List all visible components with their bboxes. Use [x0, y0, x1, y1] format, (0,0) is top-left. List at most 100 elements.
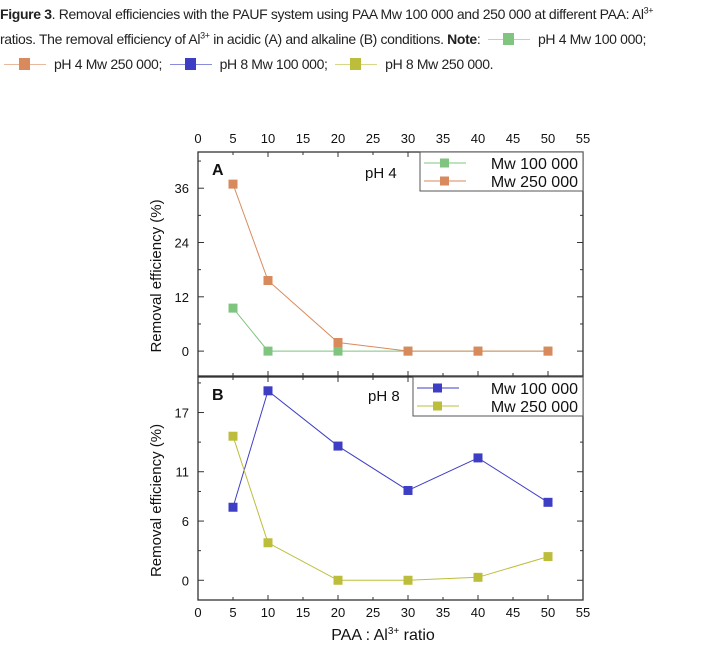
superscript: 3+	[200, 30, 210, 41]
y-tick-label: 17	[175, 406, 189, 421]
x-tick-label: 0	[194, 131, 201, 146]
data-point	[333, 346, 343, 356]
panel-annotation: pH 4	[365, 165, 397, 182]
caption-text: . Removal efficiencies with the PAUF sys…	[51, 6, 644, 22]
plot-frame	[197, 151, 584, 377]
y-tick-label: 12	[175, 290, 189, 305]
x-tick-label: 35	[436, 131, 450, 146]
legend-swatch-icon	[487, 33, 530, 45]
data-point	[543, 552, 553, 562]
superscript: 3+	[643, 5, 654, 16]
x-tick-label: 45	[506, 131, 520, 146]
legend-swatch-icon	[4, 58, 46, 70]
x-tick-label: 15	[296, 605, 310, 620]
y-tick-label: 36	[175, 181, 189, 196]
series-line	[232, 389, 549, 508]
data-point	[228, 431, 238, 441]
series-mw-100-000	[228, 303, 553, 356]
data-point	[228, 179, 238, 189]
x-tick-label: 20	[331, 131, 345, 146]
note-label: Note	[447, 31, 477, 47]
caption-legend-label: pH 4 Mw 250 000;	[54, 56, 163, 72]
x-tick-label: 25	[366, 131, 380, 146]
data-point	[403, 575, 413, 585]
caption-line-2: ratios. The removal efficiency of Al3+ i…	[0, 27, 722, 52]
data-point	[263, 386, 273, 396]
caption-legend-label: pH 8 Mw 100 000;	[219, 56, 328, 72]
data-point	[263, 538, 273, 548]
legend-label: Mw 250 000	[491, 174, 578, 191]
legend-swatch-icon	[169, 58, 212, 70]
panel-a: 0 5 10 15 20 25 30 35 40 45 50 55 0 12 24 36 Removal eff…	[148, 131, 590, 377]
y-tick-label: 11	[176, 465, 190, 480]
panel-letter: A	[212, 162, 224, 179]
data-point	[473, 572, 483, 582]
legend-swatch-icon	[335, 58, 378, 70]
x-tick-label: 50	[541, 605, 555, 620]
x-tick-label: 30	[401, 131, 415, 146]
x-tick-label: 35	[436, 605, 450, 620]
x-tick-label: 10	[261, 131, 275, 146]
x-tick-label: 20	[331, 605, 345, 620]
series-mw-250-000	[228, 431, 553, 585]
legend-marker	[440, 176, 449, 186]
data-point	[333, 338, 343, 348]
legend-marker	[433, 401, 442, 411]
data-point	[543, 497, 553, 507]
x-tick-label: 55	[576, 605, 590, 620]
x-tick-label: 40	[471, 605, 485, 620]
caption-legend-label: pH 8 Mw 250 000.	[385, 56, 494, 72]
series-mw-100-000	[228, 386, 553, 512]
data-point	[333, 575, 343, 585]
legend-label: Mw 250 000	[491, 399, 578, 416]
series-line	[232, 436, 549, 581]
caption-line-1: Figure 3. Removal efficiencies with the …	[0, 2, 722, 27]
figure-label: Figure 3	[0, 6, 52, 22]
caption-legend-label: pH 4 Mw 100 000;	[537, 31, 646, 47]
data-point	[333, 441, 343, 451]
legend-label: Mw 100 000	[491, 381, 578, 398]
y-tick-label: 24	[175, 236, 189, 251]
y-axis-label: Removal efficiency (%)	[148, 424, 165, 577]
legend-marker	[440, 158, 449, 168]
y-tick-label: 6	[182, 514, 189, 529]
x-tick-label: 15	[296, 131, 310, 146]
panel-b: 0 5 10 15 20 25 30 35 40 45 50 55 0 6 11 17 Removal effi…	[148, 376, 590, 644]
x-tick-label: 50	[541, 131, 555, 146]
data-point	[473, 453, 483, 463]
panel-annotation: pH 8	[368, 388, 400, 405]
x-tick-label: 40	[471, 131, 485, 146]
legend-label: Mw 100 000	[491, 156, 578, 173]
series-line	[232, 307, 548, 352]
x-axis-label: PAA : Al3+ ratio	[331, 626, 435, 644]
data-point	[403, 346, 413, 356]
x-tick-label: 30	[401, 605, 415, 620]
x-tick-label: 5	[229, 131, 236, 146]
plot-frame	[197, 376, 584, 601]
data-point	[228, 303, 238, 313]
caption-text: in acidic (A) and alkaline (B) condition…	[209, 31, 448, 47]
caption-text: ratios. The removal efficiency of Al	[0, 31, 201, 47]
x-tick-label: 45	[506, 605, 520, 620]
series-line	[232, 183, 548, 352]
y-tick-label: 0	[182, 573, 189, 588]
data-point	[403, 485, 413, 495]
figure-caption: Figure 3. Removal efficiencies with the …	[0, 2, 722, 77]
caption-line-3: pH 4 Mw 250 000; pH 8 Mw 100 000; pH 8 M…	[0, 52, 722, 77]
data-point	[473, 346, 483, 356]
legend-marker	[433, 383, 442, 393]
data-point	[263, 276, 273, 286]
x-tick-label: 5	[229, 605, 236, 620]
x-tick-label: 10	[261, 605, 275, 620]
y-axis-label: Removal efficiency (%)	[148, 199, 165, 352]
data-point	[543, 346, 553, 356]
note-colon: :	[476, 31, 481, 47]
series-mw-250-000	[228, 179, 553, 356]
y-tick-label: 0	[182, 344, 189, 359]
x-tick-label: 55	[576, 131, 590, 146]
x-tick-label: 0	[194, 605, 201, 620]
data-point	[228, 502, 238, 512]
